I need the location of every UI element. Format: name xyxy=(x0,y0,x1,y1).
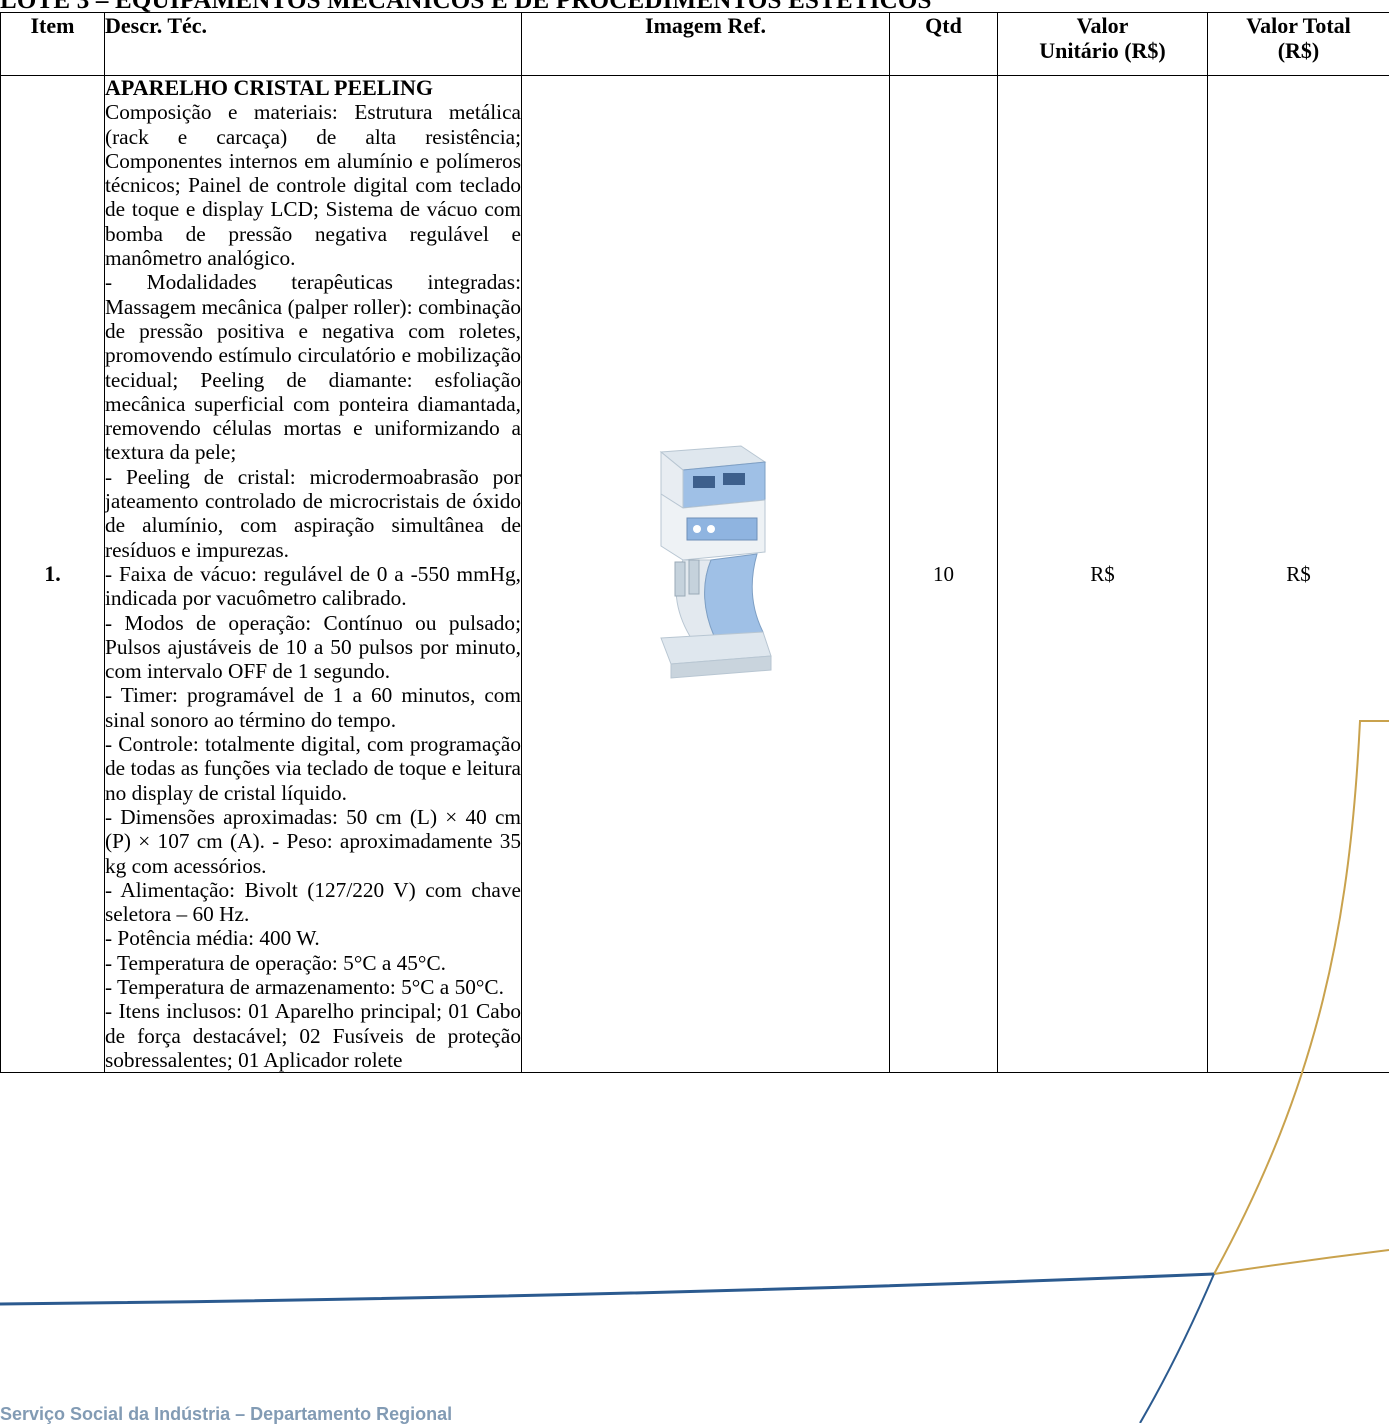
description-paragraph: - Itens inclusos: 01 Aparelho principal;… xyxy=(105,999,521,1072)
header-description: Descr. Téc. xyxy=(105,13,522,76)
header-unit-value: Valor Unitário (R$) xyxy=(998,13,1208,76)
description-paragraph: - Alimentação: Bivolt (127/220 V) com ch… xyxy=(105,878,521,927)
description-paragraph: - Faixa de vácuo: regulável de 0 a -550 … xyxy=(105,562,521,611)
item-number: 1. xyxy=(1,76,105,1073)
description-paragraph: - Dimensões aproximadas: 50 cm (L) × 40 … xyxy=(105,805,521,878)
decor-blue-horizontal-line xyxy=(0,1274,1214,1304)
quantity-cell: 10 xyxy=(890,76,998,1073)
header-total-value-line2: (R$) xyxy=(1278,38,1320,63)
description-paragraph: - Timer: programável de 1 a 60 minutos, … xyxy=(105,683,521,732)
description-paragraph: - Controle: totalmente digital, com prog… xyxy=(105,732,521,805)
description-paragraph: - Modalidades terapêuticas integradas: M… xyxy=(105,270,521,464)
header-total-value: Valor Total (R$) xyxy=(1208,13,1389,76)
items-table: Item Descr. Téc. Imagem Ref. Qtd Valor U… xyxy=(0,12,1389,1073)
header-unit-value-line2: Unitário (R$) xyxy=(1039,38,1165,63)
header-quantity: Qtd xyxy=(890,13,998,76)
description-cell: APARELHO CRISTAL PEELING Composição e ma… xyxy=(105,76,522,1073)
footer-letterhead-text: Serviço Social da Indústria – Departamen… xyxy=(0,1404,452,1425)
description-paragraph: - Peeling de cristal: microdermoabrasão … xyxy=(105,465,521,562)
header-total-value-line1: Valor Total xyxy=(1246,13,1351,38)
header-image: Imagem Ref. xyxy=(522,13,890,76)
header-unit-value-line1: Valor xyxy=(1077,13,1129,38)
header-item: Item xyxy=(1,13,105,76)
decor-blue-diagonal-line xyxy=(1140,1274,1214,1423)
description-paragraph: - Modos de operação: Contínuo ou pulsado… xyxy=(105,611,521,684)
table-header-row: Item Descr. Téc. Imagem Ref. Qtd Valor U… xyxy=(1,13,1389,76)
decor-gold-line xyxy=(1214,1250,1389,1274)
product-image xyxy=(631,442,781,682)
description-paragraph: - Temperatura de operação: 5°C a 45°C. xyxy=(105,951,521,975)
table-row: 1. APARELHO CRISTAL PEELING Composição e… xyxy=(1,76,1389,1073)
description-paragraph: - Temperatura de armazenamento: 5°C a 50… xyxy=(105,975,521,999)
description-paragraph: - Potência média: 400 W. xyxy=(105,926,521,950)
product-title: APARELHO CRISTAL PEELING xyxy=(105,76,521,100)
image-cell xyxy=(522,76,890,1073)
total-value-cell: R$ xyxy=(1208,76,1389,1073)
unit-value-cell: R$ xyxy=(998,76,1208,1073)
description-paragraph: Composição e materiais: Estrutura metáli… xyxy=(105,100,521,270)
